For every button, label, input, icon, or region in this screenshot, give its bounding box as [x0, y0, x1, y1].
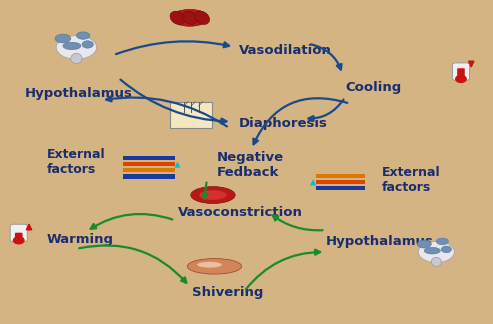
Ellipse shape — [55, 34, 71, 43]
Text: Warming: Warming — [47, 233, 114, 246]
Text: Cooling: Cooling — [345, 81, 401, 94]
Ellipse shape — [82, 41, 93, 48]
Text: Vasodilation: Vasodilation — [239, 44, 332, 57]
FancyArrowPatch shape — [27, 225, 32, 230]
FancyBboxPatch shape — [457, 68, 465, 79]
Ellipse shape — [441, 246, 452, 253]
Ellipse shape — [431, 257, 441, 267]
FancyArrowPatch shape — [120, 80, 226, 124]
FancyArrowPatch shape — [469, 61, 474, 66]
Bar — [316, 186, 365, 190]
Bar — [123, 162, 175, 167]
Ellipse shape — [197, 262, 222, 268]
Ellipse shape — [436, 238, 448, 245]
Bar — [123, 156, 175, 160]
Ellipse shape — [191, 187, 235, 203]
FancyArrowPatch shape — [175, 162, 180, 168]
FancyArrowPatch shape — [273, 215, 322, 230]
Text: Vasoconstriction: Vasoconstriction — [177, 206, 302, 219]
FancyArrowPatch shape — [106, 96, 227, 126]
FancyArrowPatch shape — [253, 98, 348, 144]
Ellipse shape — [424, 247, 440, 254]
FancyArrowPatch shape — [246, 250, 320, 289]
Text: External
factors: External factors — [382, 166, 441, 194]
FancyArrowPatch shape — [310, 179, 316, 185]
Ellipse shape — [199, 190, 227, 200]
Bar — [123, 168, 175, 172]
FancyArrowPatch shape — [311, 44, 342, 70]
FancyBboxPatch shape — [10, 224, 27, 242]
FancyArrowPatch shape — [79, 245, 186, 283]
Ellipse shape — [187, 259, 242, 274]
Ellipse shape — [195, 11, 210, 24]
Ellipse shape — [63, 42, 81, 50]
FancyBboxPatch shape — [453, 63, 469, 80]
Circle shape — [13, 237, 24, 244]
Text: Diaphoresis: Diaphoresis — [239, 117, 328, 130]
Circle shape — [456, 75, 466, 82]
FancyArrowPatch shape — [91, 214, 173, 229]
Text: Hypothalamus: Hypothalamus — [25, 87, 133, 100]
FancyBboxPatch shape — [15, 233, 23, 240]
FancyArrowPatch shape — [309, 99, 344, 121]
Bar — [316, 174, 365, 178]
Text: External
factors: External factors — [47, 148, 106, 176]
FancyArrowPatch shape — [202, 182, 208, 199]
Ellipse shape — [417, 240, 431, 248]
Ellipse shape — [76, 32, 90, 39]
Ellipse shape — [172, 9, 209, 26]
Ellipse shape — [56, 36, 97, 59]
Text: Negative
Fedback: Negative Fedback — [217, 151, 284, 179]
FancyBboxPatch shape — [170, 102, 212, 128]
Text: Shivering: Shivering — [192, 286, 264, 299]
Text: Hypothalamus: Hypothalamus — [325, 235, 433, 248]
Ellipse shape — [170, 11, 185, 24]
Ellipse shape — [418, 241, 455, 262]
Ellipse shape — [182, 11, 197, 24]
Bar — [123, 174, 175, 179]
Bar — [316, 179, 365, 184]
Ellipse shape — [71, 53, 82, 64]
FancyArrowPatch shape — [116, 41, 229, 54]
